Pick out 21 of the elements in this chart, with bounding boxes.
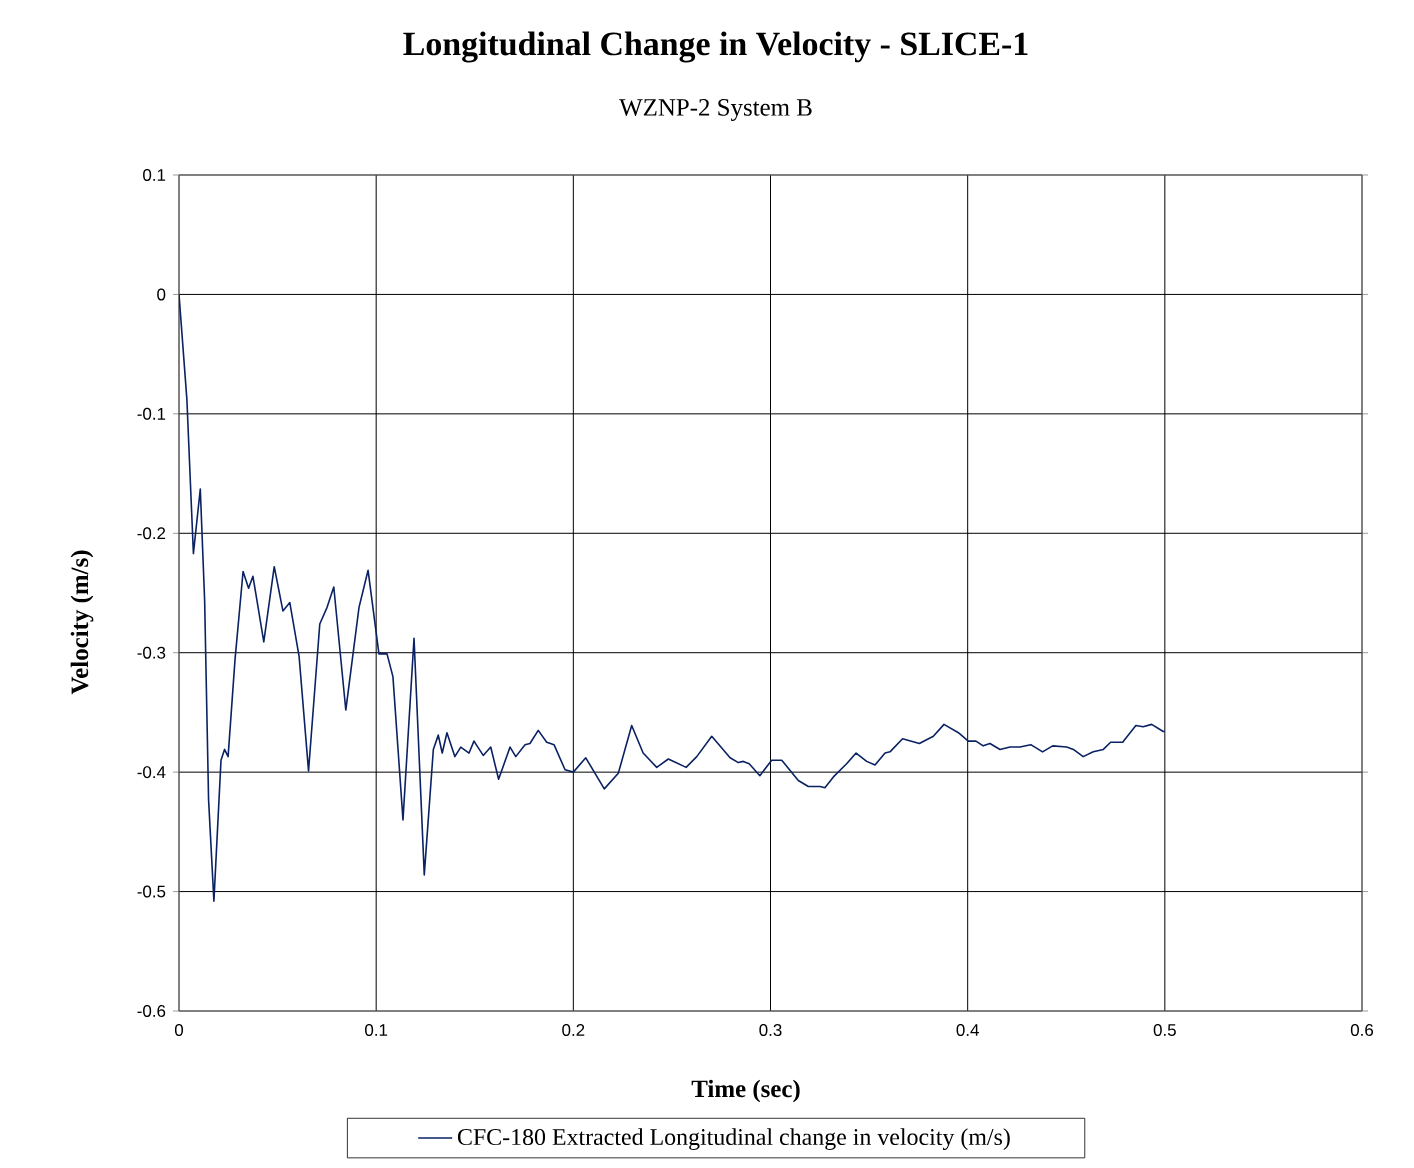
y-tick-label: 0 <box>157 288 166 301</box>
x-tick-label: 0.3 <box>759 1024 782 1037</box>
y-tick-label: -0.3 <box>137 646 166 659</box>
x-tick-label: 0 <box>174 1024 184 1037</box>
x-tick-label: 0.2 <box>562 1024 585 1037</box>
y-tick-label: -0.4 <box>137 766 166 779</box>
chart-title: Longitudinal Change in Velocity - SLICE-1 <box>403 31 1028 63</box>
chart-subtitle: WZNP-2 System B <box>619 99 812 121</box>
y-axis-title: Velocity (m/s) <box>70 550 94 695</box>
x-tick-label: 0.5 <box>1153 1024 1176 1037</box>
x-axis-title: Time (sec) <box>691 1079 800 1103</box>
legend-label: CFC-180 Extracted Longitudinal change in velocity (m/s) <box>457 1128 1010 1151</box>
x-tick-label: 0.4 <box>956 1024 979 1037</box>
y-tick-label: -0.5 <box>137 885 166 898</box>
y-tick-label: -0.6 <box>137 1005 166 1017</box>
y-tick-label: -0.1 <box>137 407 166 420</box>
y-tick-label: -0.2 <box>137 527 166 540</box>
x-tick-label: 0.1 <box>365 1024 388 1037</box>
y-tick-label: 0.1 <box>143 169 166 181</box>
x-tick-label: 0.6 <box>1350 1024 1374 1037</box>
line-series <box>179 293 1166 902</box>
